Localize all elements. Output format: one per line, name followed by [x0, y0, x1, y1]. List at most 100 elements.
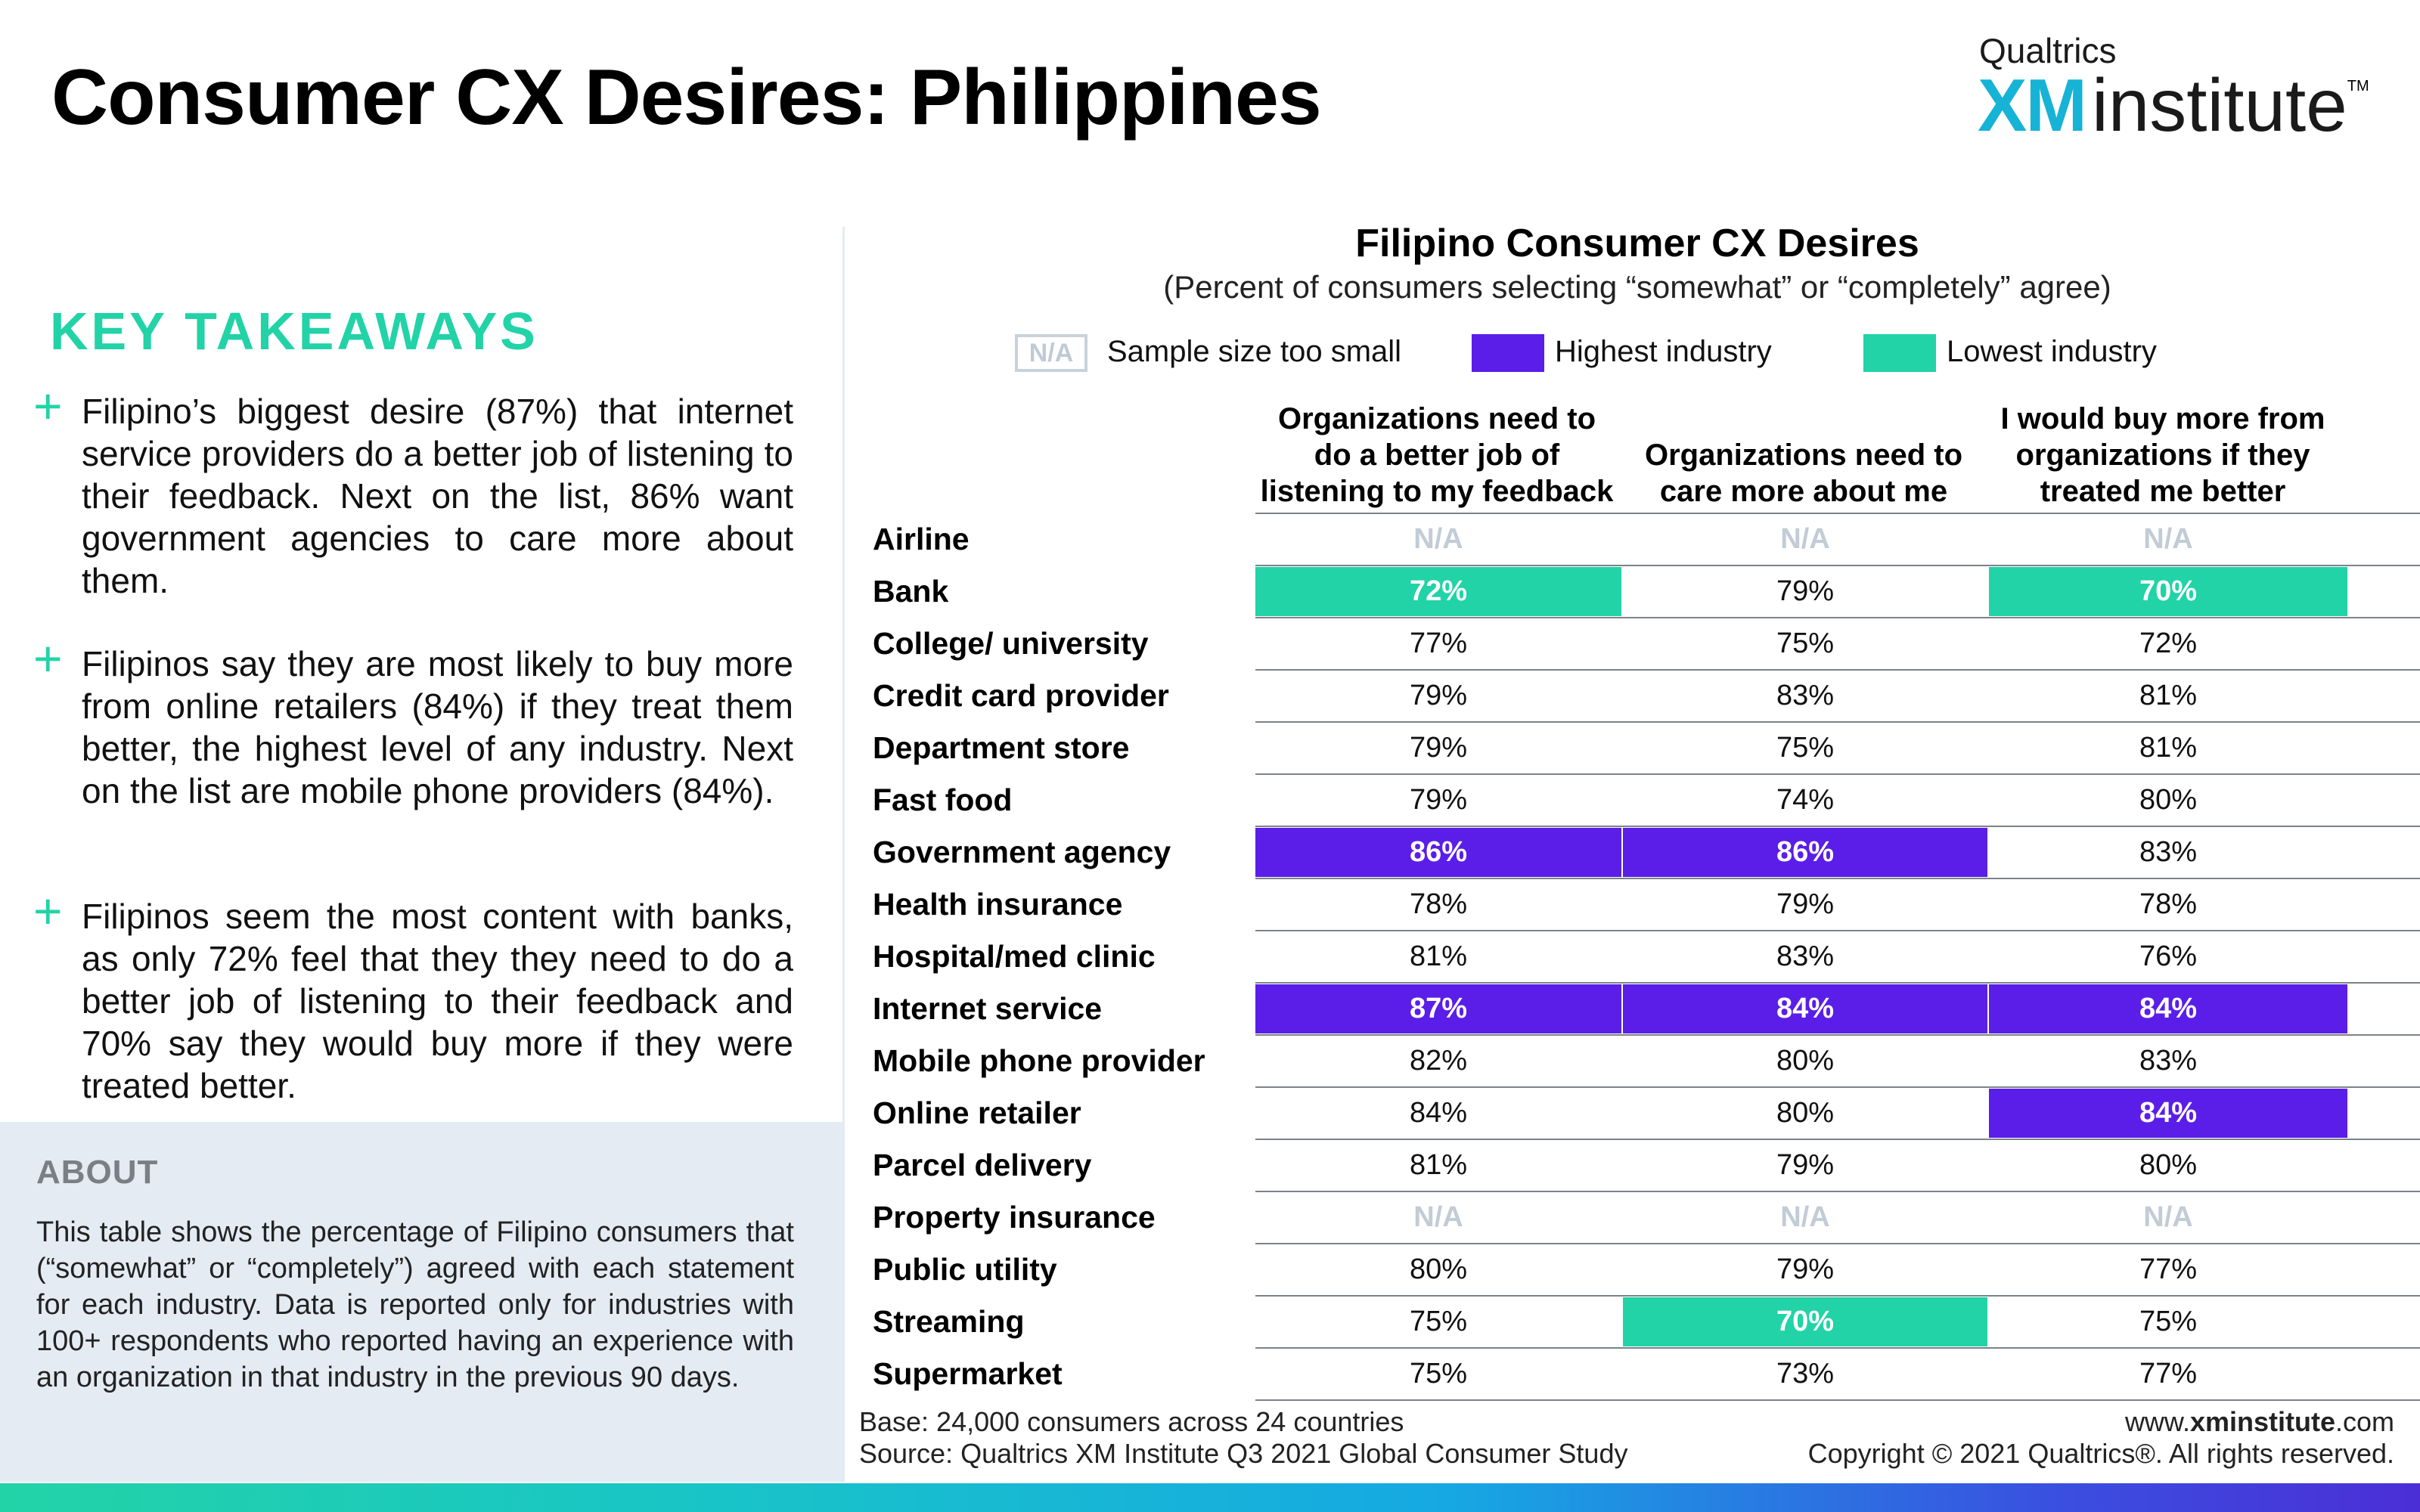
- table-cell: 82%: [1409, 1045, 1468, 1077]
- table-cell: 81%: [1409, 1149, 1468, 1181]
- row-separator: [1255, 1191, 2420, 1192]
- legend-na-swatch: N/A: [1015, 334, 1087, 372]
- takeaway-text: Filipinos seem the most content with ban…: [82, 897, 793, 1105]
- row-separator: [1255, 773, 2420, 775]
- logo-xm-text: XM: [1978, 64, 2087, 147]
- row-label: Parcel delivery: [873, 1148, 1092, 1182]
- row-label: Mobile phone provider: [873, 1043, 1205, 1078]
- table-row: Parcel delivery 81% 79% 80%: [870, 1139, 2420, 1191]
- legend-highest-label: Highest industry: [1555, 335, 1772, 368]
- table-row: Credit card provider 79% 83% 81%: [870, 670, 2420, 722]
- table-cell: 79%: [1409, 784, 1468, 816]
- row-separator: [1255, 1295, 2420, 1297]
- table-cell: 80%: [2139, 784, 2198, 816]
- table-row: College/ university 77% 75% 72%: [870, 618, 2420, 670]
- row-separator: [1255, 982, 2420, 984]
- row-separator: [1255, 878, 2420, 879]
- page-title: Consumer CX Desires: Philippines: [51, 54, 1322, 141]
- about-heading: ABOUT: [36, 1154, 159, 1191]
- logo-wordmark: XMinstituteTM: [1978, 68, 2369, 142]
- table-cell: 79%: [1776, 1253, 1835, 1285]
- about-text: This table shows the percentage of Filip…: [36, 1216, 794, 1393]
- table-cell: 83%: [2139, 1045, 2198, 1077]
- column-header: Organizations need to do a better job of…: [1260, 402, 1614, 508]
- plus-icon: +: [33, 378, 63, 434]
- website-link[interactable]: www.xminstitute.com: [1815, 1406, 2394, 1438]
- table-cell: 80%: [1776, 1097, 1835, 1129]
- table-cell: 79%: [1776, 888, 1835, 920]
- takeaway-text: Filipinos say they are most likely to bu…: [82, 644, 793, 810]
- table-cell: 75%: [1409, 1306, 1468, 1337]
- table-cell: 84%: [1409, 1097, 1468, 1129]
- plus-icon: +: [33, 883, 63, 939]
- row-separator: [1255, 1399, 2420, 1401]
- row-separator: [1255, 826, 2420, 827]
- table-cell: 79%: [1776, 1149, 1835, 1181]
- row-label: Internet service: [873, 991, 1103, 1026]
- website-domain: xminstitute: [2189, 1406, 2335, 1437]
- row-label: College/ university: [873, 626, 1149, 661]
- table-cell: N/A: [1780, 523, 1830, 555]
- column-divider: [842, 227, 845, 1482]
- row-label: Property insurance: [873, 1200, 1156, 1235]
- row-separator: [1255, 565, 2420, 566]
- about-panel: ABOUT This table shows the percentage of…: [0, 1122, 842, 1482]
- table-cell: 77%: [2139, 1253, 2198, 1285]
- table-cell: 87%: [1255, 984, 1621, 1033]
- row-label: Streaming: [873, 1304, 1025, 1339]
- table-cell: N/A: [1413, 1201, 1463, 1233]
- table-cell: 72%: [2139, 627, 2198, 659]
- table-title: Filipino Consumer CX Desires: [1355, 222, 1919, 265]
- table-cell: 78%: [2139, 888, 2198, 920]
- row-label: Bank: [873, 574, 949, 609]
- table-cell: 84%: [1623, 984, 1987, 1033]
- table-cell: 75%: [2139, 1306, 2198, 1337]
- column-header: Organizations need to care more about me: [1644, 438, 1963, 508]
- row-label: Health insurance: [873, 887, 1123, 922]
- table-cell: 84%: [1989, 984, 2347, 1033]
- row-label: Department store: [873, 730, 1130, 765]
- website-suffix: .com: [2335, 1406, 2394, 1437]
- legend-na-label: Sample size too small: [1107, 335, 1402, 368]
- row-separator: [1255, 721, 2420, 723]
- row-separator: [1255, 513, 2420, 514]
- base-note: Base: 24,000 consumers across 24 countri…: [859, 1406, 1404, 1437]
- table-cell: 73%: [1776, 1358, 1835, 1390]
- row-label: Public utility: [873, 1252, 1057, 1287]
- table-row: Supermarket 75% 73% 77%: [870, 1348, 2420, 1400]
- table-cell: N/A: [2143, 523, 2193, 555]
- qualtrics-xm-institute-logo: Qualtrics XMinstituteTM: [1978, 30, 2371, 144]
- table-cell: 80%: [1409, 1253, 1468, 1285]
- table-cell: 80%: [2139, 1149, 2198, 1181]
- logo-institute-text: institute: [2092, 64, 2347, 147]
- table-cell: 75%: [1776, 732, 1835, 764]
- table-row: Public utility 80% 79% 77%: [870, 1244, 2420, 1296]
- logo-qualtrics-text: Qualtrics: [1979, 31, 2117, 70]
- table-cell: 74%: [1776, 784, 1835, 816]
- row-separator: [1255, 1243, 2420, 1244]
- legend-lowest-swatch: [1863, 334, 1936, 372]
- table-cell: 70%: [1989, 567, 2347, 616]
- table-cell: 70%: [1623, 1297, 1987, 1346]
- table-row: Fast food 79% 74% 80%: [870, 774, 2420, 826]
- table-row: Bank 72% 79% 70%: [870, 565, 2420, 618]
- table-subtitle: (Percent of consumers selecting “somewha…: [1163, 269, 2111, 305]
- table-cell: 81%: [2139, 680, 2198, 711]
- row-label: Hospital/med clinic: [873, 939, 1156, 974]
- website-prefix: www.: [2124, 1406, 2190, 1437]
- table-row: Mobile phone provider 82% 80% 83%: [870, 1035, 2420, 1087]
- table-cell: 79%: [1776, 575, 1835, 607]
- row-separator: [1255, 1139, 2420, 1140]
- table-cell: 79%: [1409, 680, 1468, 711]
- row-label: Credit card provider: [873, 678, 1169, 713]
- table-cell: 77%: [1409, 627, 1468, 659]
- row-label: Government agency: [873, 835, 1171, 869]
- row-separator: [1255, 617, 2420, 618]
- table-cell: 78%: [1409, 888, 1468, 920]
- gradient-footer-bar: [0, 1483, 2420, 1512]
- row-separator: [1255, 930, 2420, 931]
- table-cell: 77%: [2139, 1358, 2198, 1390]
- table-row: Airline N/A N/A N/A: [870, 513, 2420, 565]
- table-row: Department store 79% 75% 81%: [870, 722, 2420, 774]
- row-label: Supermarket: [873, 1356, 1063, 1391]
